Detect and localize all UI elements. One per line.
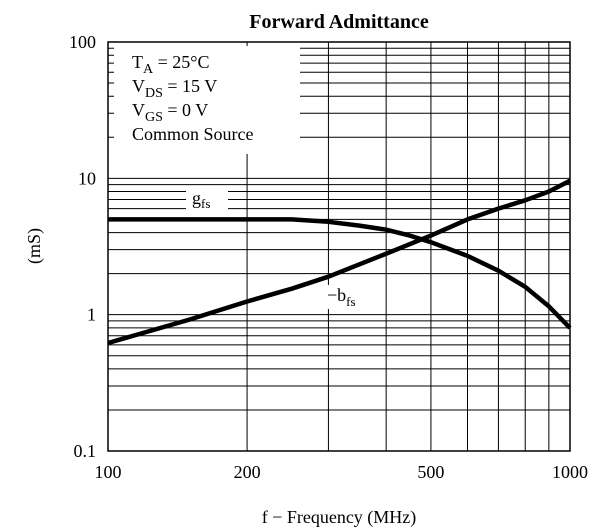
- x-tick-label-3: 1000: [552, 462, 588, 482]
- condition-config: Common Source: [132, 124, 254, 144]
- condition-ta: TA = 25°C: [132, 52, 209, 77]
- y-tick-label-0: 0.1: [74, 441, 97, 461]
- y-tick-label-1: 1: [87, 305, 96, 325]
- x-tick-label-2: 500: [417, 462, 444, 482]
- condition-vds: VDS = 15 V: [132, 76, 217, 101]
- x-tick-label-0: 100: [95, 462, 122, 482]
- plot-frame: [107, 41, 571, 452]
- label-bfs-background: [324, 285, 370, 309]
- label-gfs: gfs: [186, 188, 228, 211]
- series: [107, 178, 572, 346]
- label-bfs: −bfs: [324, 285, 370, 309]
- condition-vgs: VGS = 0 V: [132, 100, 208, 125]
- conditions-box: TA = 25°C VDS = 15 V VGS = 0 V Common So…: [114, 46, 300, 154]
- y-tick-label-2: 10: [78, 168, 96, 188]
- x-axis-label: f − Frequency (MHz): [262, 507, 417, 528]
- tick-labels: 100 200 500 1000 0.1 1 10 100: [69, 32, 588, 482]
- y-tick-label-3: 100: [69, 32, 96, 52]
- series-line-1: [107, 178, 572, 346]
- label-bfs-text: −bfs: [327, 285, 356, 309]
- conditions-background: [114, 46, 300, 154]
- chart-title: Forward Admittance: [249, 11, 429, 33]
- series-line-0: [108, 217, 572, 330]
- x-tick-label-1: 200: [234, 462, 261, 482]
- label-gfs-text: gfs: [192, 188, 210, 211]
- y-axis-label: (mS): [24, 228, 45, 264]
- label-gfs-background: [186, 188, 228, 210]
